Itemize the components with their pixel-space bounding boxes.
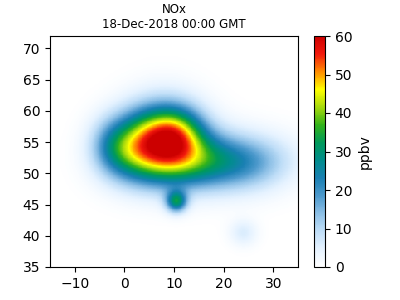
Y-axis label: ppbv: ppbv: [358, 134, 372, 169]
Title: NOx
18-Dec-2018 00:00 GMT: NOx 18-Dec-2018 00:00 GMT: [102, 3, 246, 31]
